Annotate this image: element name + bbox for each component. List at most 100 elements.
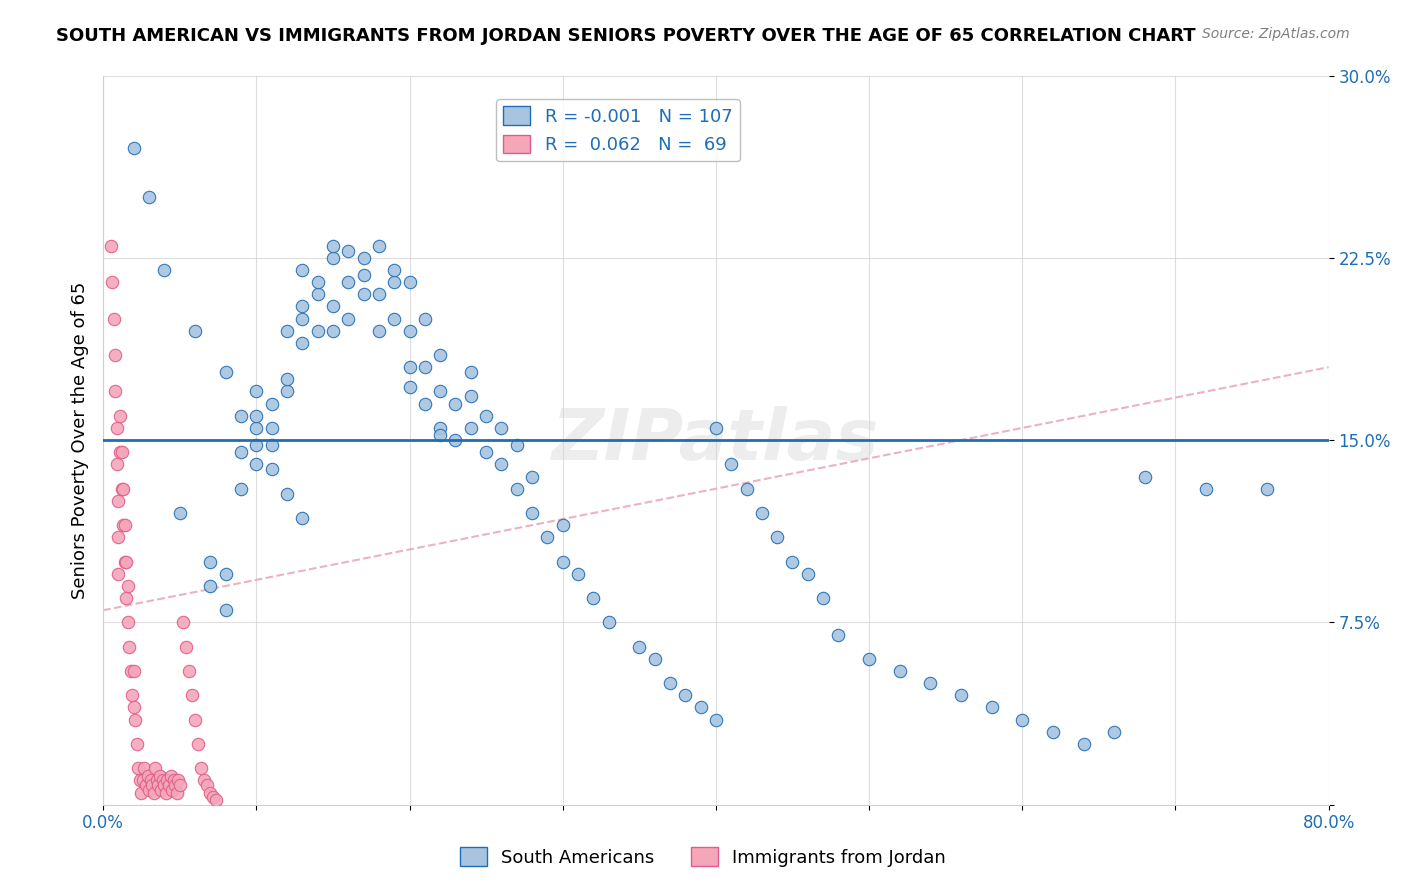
Point <box>322 324 344 338</box>
Point <box>429 384 451 399</box>
Point <box>291 335 314 350</box>
Point <box>949 688 972 702</box>
Point <box>276 384 298 399</box>
Point <box>184 713 207 727</box>
Point <box>229 445 252 459</box>
Point <box>128 773 150 788</box>
Point <box>149 768 172 782</box>
Point <box>108 409 131 423</box>
Point <box>811 591 834 605</box>
Point <box>153 778 176 792</box>
Point <box>429 421 451 435</box>
Point <box>782 555 804 569</box>
Point <box>475 445 498 459</box>
Point <box>160 783 183 797</box>
Point <box>139 773 162 788</box>
Point <box>187 737 209 751</box>
Point <box>174 640 197 654</box>
Point <box>117 579 139 593</box>
Point <box>169 506 191 520</box>
Point <box>118 640 141 654</box>
Point <box>353 287 375 301</box>
Point <box>136 768 159 782</box>
Point <box>920 676 942 690</box>
Point <box>122 141 145 155</box>
Point <box>155 785 177 799</box>
Point <box>1256 482 1278 496</box>
Point <box>245 409 267 423</box>
Point <box>1195 482 1218 496</box>
Point <box>367 287 389 301</box>
Point <box>827 627 849 641</box>
Point <box>460 365 482 379</box>
Point <box>108 445 131 459</box>
Point <box>200 785 222 799</box>
Point <box>307 287 329 301</box>
Point <box>107 494 129 508</box>
Point <box>582 591 605 605</box>
Point <box>141 778 163 792</box>
Point <box>245 421 267 435</box>
Legend: South Americans, Immigrants from Jordan: South Americans, Immigrants from Jordan <box>453 840 953 874</box>
Point <box>398 275 420 289</box>
Point <box>491 421 513 435</box>
Point <box>720 458 742 472</box>
Point <box>193 773 215 788</box>
Point <box>260 421 283 435</box>
Point <box>200 555 222 569</box>
Point <box>673 688 696 702</box>
Point <box>215 365 238 379</box>
Point <box>134 761 156 775</box>
Point <box>367 238 389 252</box>
Point <box>491 458 513 472</box>
Point <box>135 778 157 792</box>
Point <box>475 409 498 423</box>
Point <box>536 530 558 544</box>
Point <box>520 506 543 520</box>
Point <box>444 433 467 447</box>
Point <box>215 603 238 617</box>
Point <box>413 397 436 411</box>
Point <box>766 530 789 544</box>
Legend: R = -0.001   N = 107, R =  0.062   N =  69: R = -0.001 N = 107, R = 0.062 N = 69 <box>496 99 740 161</box>
Point <box>145 773 167 788</box>
Point <box>245 458 267 472</box>
Point <box>195 778 218 792</box>
Point <box>567 566 589 581</box>
Point <box>117 615 139 630</box>
Point <box>127 761 149 775</box>
Point <box>689 700 711 714</box>
Point <box>104 348 127 362</box>
Point <box>506 482 529 496</box>
Point <box>1102 724 1125 739</box>
Point <box>115 555 138 569</box>
Point <box>215 566 238 581</box>
Point <box>322 238 344 252</box>
Point <box>112 482 135 496</box>
Point <box>101 275 124 289</box>
Point <box>382 263 405 277</box>
Point <box>1011 713 1033 727</box>
Point <box>184 324 207 338</box>
Point <box>353 268 375 282</box>
Point <box>276 372 298 386</box>
Point <box>110 445 132 459</box>
Point <box>138 783 160 797</box>
Point <box>858 652 880 666</box>
Point <box>165 778 187 792</box>
Text: SOUTH AMERICAN VS IMMIGRANTS FROM JORDAN SENIORS POVERTY OVER THE AGE OF 65 CORR: SOUTH AMERICAN VS IMMIGRANTS FROM JORDAN… <box>56 27 1197 45</box>
Point <box>291 300 314 314</box>
Point <box>260 397 283 411</box>
Point <box>153 263 176 277</box>
Point <box>202 790 225 805</box>
Point <box>658 676 681 690</box>
Point <box>382 275 405 289</box>
Point <box>110 482 132 496</box>
Point <box>245 438 267 452</box>
Point <box>704 713 727 727</box>
Point <box>291 511 314 525</box>
Point <box>382 311 405 326</box>
Point <box>460 389 482 403</box>
Point <box>260 462 283 476</box>
Point <box>122 700 145 714</box>
